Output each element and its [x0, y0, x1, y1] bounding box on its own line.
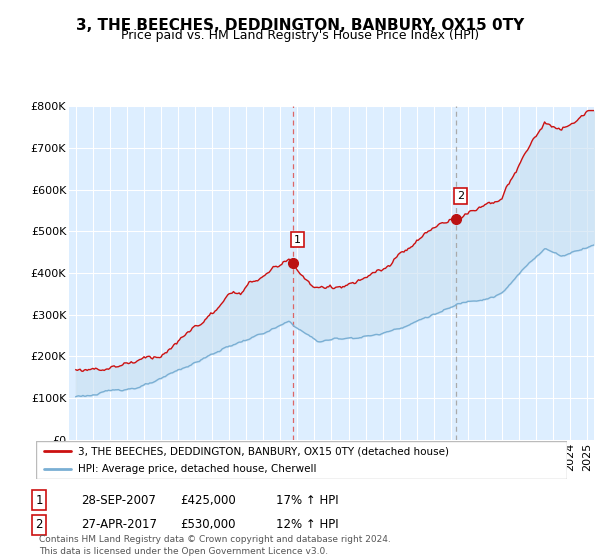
Text: Price paid vs. HM Land Registry's House Price Index (HPI): Price paid vs. HM Land Registry's House … [121, 29, 479, 42]
Text: 2: 2 [35, 518, 43, 531]
FancyBboxPatch shape [36, 441, 567, 479]
Text: HPI: Average price, detached house, Cherwell: HPI: Average price, detached house, Cher… [79, 464, 317, 474]
Text: 2: 2 [457, 191, 464, 201]
Text: Contains HM Land Registry data © Crown copyright and database right 2024.
This d: Contains HM Land Registry data © Crown c… [39, 535, 391, 556]
Text: £530,000: £530,000 [180, 518, 235, 531]
Text: 3, THE BEECHES, DEDDINGTON, BANBURY, OX15 0TY (detached house): 3, THE BEECHES, DEDDINGTON, BANBURY, OX1… [79, 446, 449, 456]
Text: 17% ↑ HPI: 17% ↑ HPI [276, 493, 338, 507]
Text: 28-SEP-2007: 28-SEP-2007 [81, 493, 156, 507]
Text: 3, THE BEECHES, DEDDINGTON, BANBURY, OX15 0TY: 3, THE BEECHES, DEDDINGTON, BANBURY, OX1… [76, 18, 524, 33]
Text: 1: 1 [294, 235, 301, 245]
Text: 27-APR-2017: 27-APR-2017 [81, 518, 157, 531]
Text: £425,000: £425,000 [180, 493, 236, 507]
Text: 1: 1 [35, 493, 43, 507]
Text: 12% ↑ HPI: 12% ↑ HPI [276, 518, 338, 531]
